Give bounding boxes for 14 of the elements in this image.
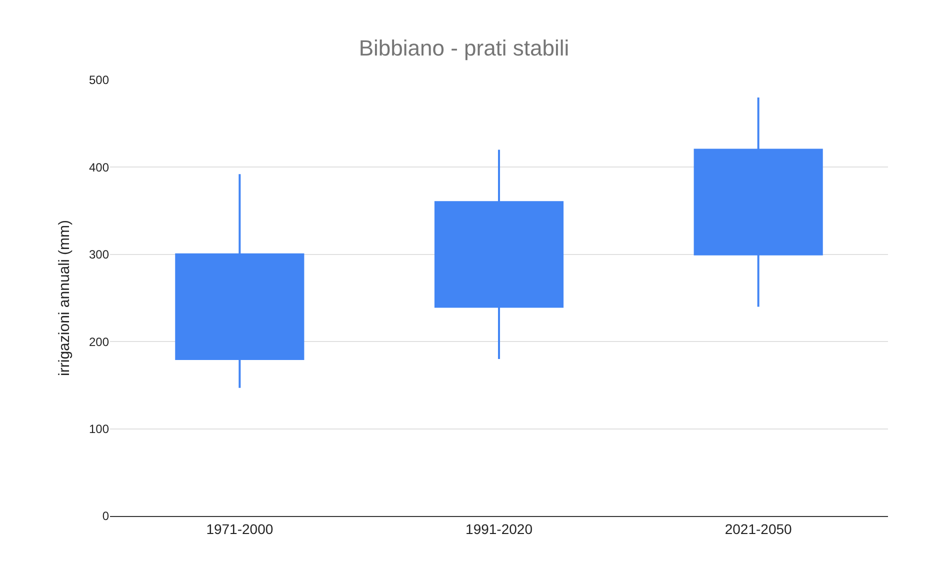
y-tick-label: 0 — [102, 509, 110, 524]
chart-title: Bibbiano - prati stabili — [358, 36, 570, 61]
y-tick-label: 300 — [88, 248, 110, 262]
x-tick-label: 1971-2000 — [206, 520, 274, 537]
y-axis-title: irrigazioni annuali (mm) — [56, 220, 74, 376]
x-tick-label: 2021-2050 — [724, 520, 792, 537]
x-tick-label: 1991-2020 — [466, 520, 533, 537]
y-tick-label: 500 — [88, 73, 110, 88]
y-tick-label: 200 — [88, 334, 110, 349]
candlestick — [694, 96, 823, 308]
y-tick-label: 400 — [88, 160, 110, 174]
candlestick — [175, 173, 304, 389]
y-tick-label: 100 — [88, 422, 110, 436]
candlestick — [434, 148, 564, 360]
